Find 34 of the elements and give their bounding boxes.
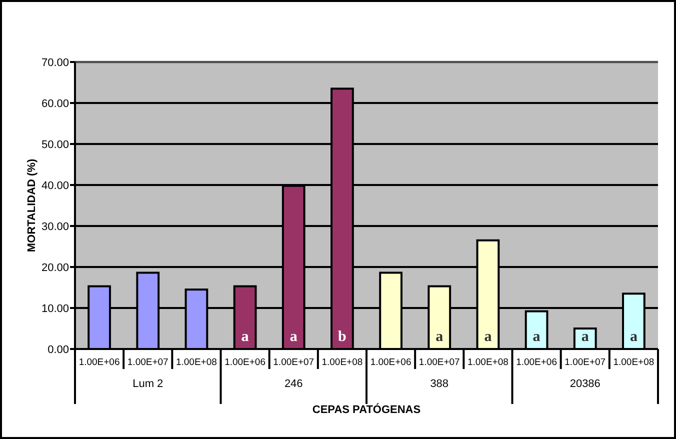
data-label: a — [581, 329, 590, 345]
y-tick-label: 60.00 — [41, 98, 69, 110]
y-tick-label: 20.00 — [41, 262, 69, 274]
x-tick-label: 1.00E+06 — [78, 357, 120, 368]
x-tick-label: 1.00E+08 — [176, 357, 217, 368]
data-label: a — [436, 329, 444, 345]
x-tick-label: 1.00E+08 — [467, 357, 508, 368]
data-label: a — [630, 329, 638, 345]
text: 388 — [430, 378, 449, 390]
x-tick-label: 1.00E+07 — [564, 357, 606, 368]
text: Lum 2 — [132, 378, 164, 390]
y-tick-label: 50.00 — [41, 138, 69, 151]
x-tick-label: 1.00E+06 — [224, 357, 266, 368]
data-label: a — [290, 329, 298, 345]
data-label: a — [532, 329, 541, 345]
x-tick-label: 1.00E+06 — [370, 357, 412, 368]
y-tick-label: 40.00 — [41, 180, 69, 192]
x-tick-label: 1.00E+06 — [516, 357, 558, 368]
data-label: b — [338, 329, 346, 345]
data-label: a — [484, 329, 492, 345]
y-tick-label: 30.00 — [41, 220, 69, 233]
text: 20386 — [570, 378, 600, 390]
text: 246 — [284, 378, 303, 390]
x-tick-label: 1.00E+08 — [613, 357, 654, 368]
y-tick-label: 10.00 — [41, 302, 69, 315]
x-tick-label: 1.00E+07 — [273, 357, 314, 368]
x-tick-label: 1.00E+07 — [127, 357, 168, 368]
y-tick-label: 0.00 — [48, 344, 69, 356]
y-tick-label: 70.00 — [41, 56, 69, 69]
x-tick-label: 1.00E+07 — [418, 357, 460, 368]
data-label: a — [241, 329, 250, 345]
x-tick-label: 1.00E+08 — [322, 357, 363, 368]
x-axis-title: CEPAS PATÓGENAS — [312, 403, 421, 416]
y-axis-title: MORTALIDAD (%) — [26, 158, 38, 252]
